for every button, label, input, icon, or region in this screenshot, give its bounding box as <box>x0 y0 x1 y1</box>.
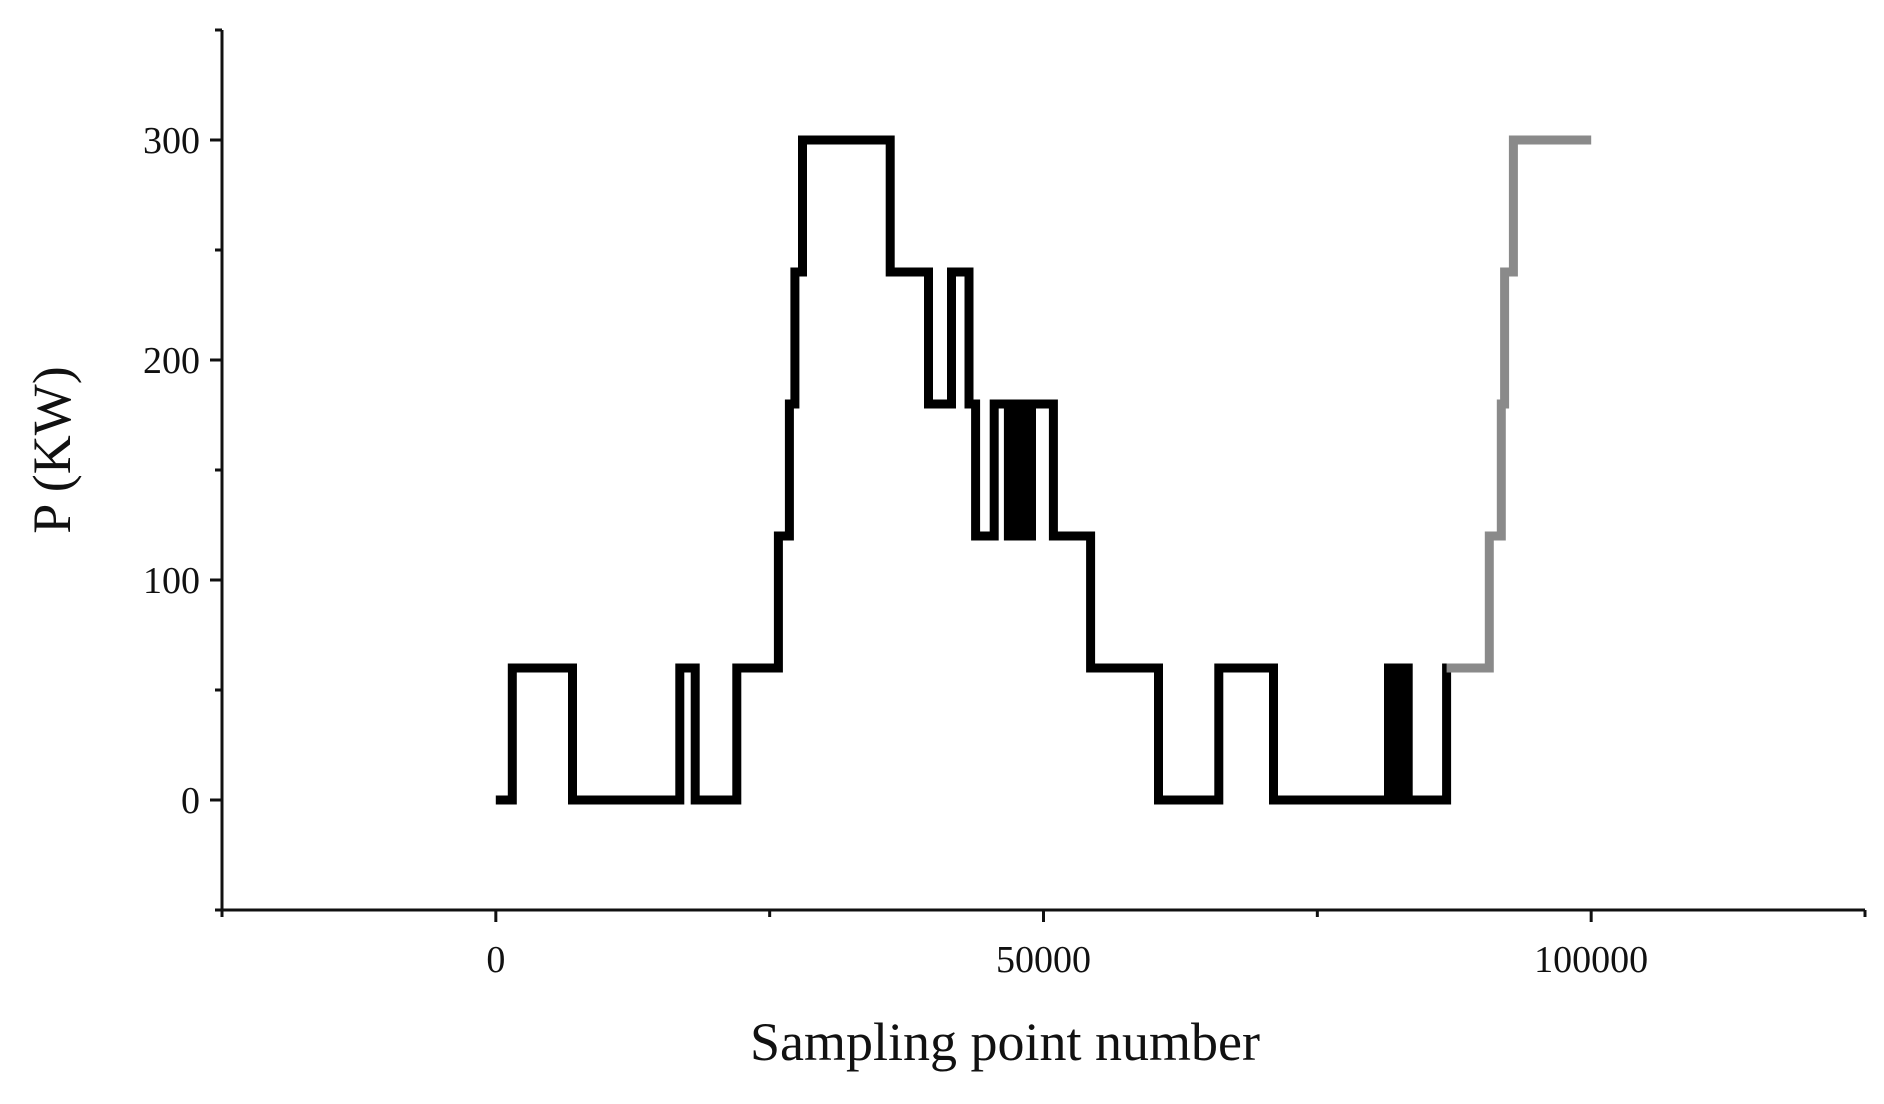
y-tick-label: 200 <box>143 340 200 382</box>
chart-marks <box>495 135 1592 805</box>
x-tick-label: 100000 <box>1534 939 1648 981</box>
y-axis-title: P (KW) <box>22 366 82 533</box>
x-axis-title: Sampling point number <box>750 1012 1260 1072</box>
y-tick-label: 100 <box>143 560 200 602</box>
y-tick-label: 300 <box>143 120 200 162</box>
chart-axes: 0 100 200 300 0 50000 100000 <box>143 28 1867 981</box>
series-1-line <box>495 135 1452 805</box>
series-2-line <box>1446 135 1592 673</box>
y-tick-label: 0 <box>181 780 200 822</box>
x-tick-label: 50000 <box>996 939 1091 981</box>
x-tick-label: 0 <box>486 939 505 981</box>
